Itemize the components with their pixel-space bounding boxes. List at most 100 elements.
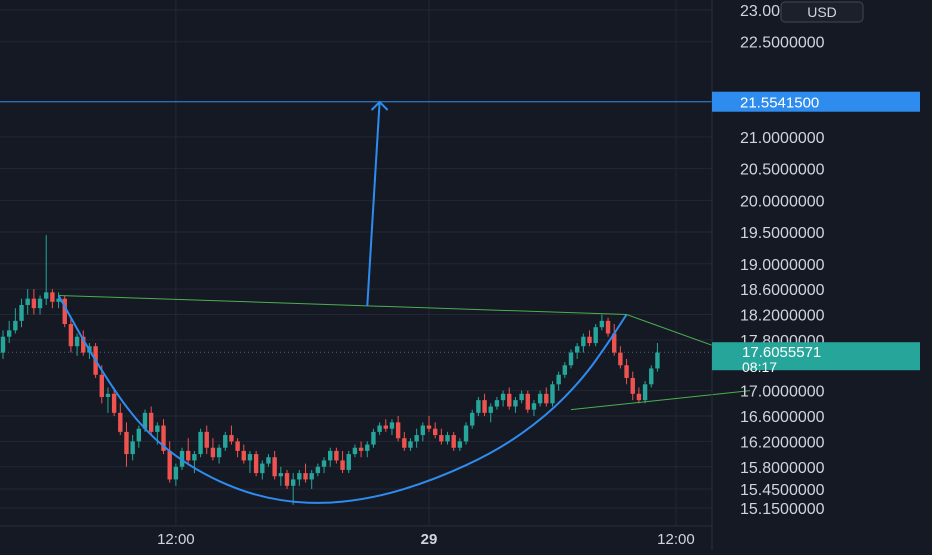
price-tick-label: 16.2000000 bbox=[740, 434, 825, 451]
pattern-drawings[interactable] bbox=[57, 100, 751, 504]
candle-body bbox=[507, 393, 512, 407]
candle-body bbox=[235, 441, 240, 451]
flag-lower-trendline bbox=[570, 390, 751, 411]
candle-body bbox=[161, 425, 166, 451]
candle-body bbox=[426, 425, 432, 429]
candle-body bbox=[19, 304, 24, 321]
cup-curve bbox=[57, 294, 628, 504]
candle-body bbox=[500, 393, 506, 401]
target-price-label: 21.5541500 bbox=[740, 95, 819, 112]
currency-button-box[interactable] bbox=[780, 1, 864, 23]
candle-body bbox=[241, 450, 246, 461]
price-line-layer bbox=[0, 101, 712, 353]
bar-countdown-label: 08:17 bbox=[742, 359, 777, 375]
candle-body bbox=[624, 365, 629, 378]
candle-body bbox=[358, 447, 364, 451]
candle-body bbox=[377, 425, 382, 432]
candle-body bbox=[457, 441, 463, 448]
candle-body bbox=[223, 435, 228, 448]
candle-body bbox=[99, 374, 104, 397]
candle-body bbox=[50, 292, 55, 302]
candle-body bbox=[37, 298, 43, 309]
candle-body bbox=[655, 352, 660, 369]
candle-body bbox=[173, 466, 179, 480]
current-price-badge: 17.6055571 08:17 bbox=[712, 342, 920, 375]
price-tick-label: 22.5000000 bbox=[740, 35, 825, 52]
candle-body bbox=[6, 330, 12, 337]
target-arrow-head bbox=[370, 100, 389, 111]
candle-body bbox=[216, 447, 222, 458]
candle-body bbox=[124, 431, 129, 455]
candle-body bbox=[155, 425, 160, 432]
candle-body bbox=[105, 393, 111, 397]
time-axis[interactable]: 12:00 29 12:00 bbox=[157, 531, 695, 548]
candle-body bbox=[25, 298, 30, 305]
candle-body bbox=[649, 368, 654, 385]
candle-body bbox=[414, 435, 419, 442]
candle-body bbox=[290, 479, 296, 486]
candle-body bbox=[260, 463, 265, 474]
price-tick-label: 20.5000000 bbox=[740, 162, 825, 179]
candle-body bbox=[167, 450, 172, 480]
candle-body bbox=[525, 393, 530, 410]
price-tick-label: 20.0000000 bbox=[740, 193, 825, 210]
candle-body bbox=[581, 336, 586, 347]
candle-body bbox=[389, 422, 395, 429]
candle-body bbox=[272, 457, 277, 477]
price-tick-label: 19.5000000 bbox=[740, 225, 825, 242]
candle-body bbox=[531, 403, 537, 410]
candle-body bbox=[136, 428, 142, 442]
candle-body bbox=[352, 447, 358, 455]
candle-body bbox=[74, 336, 80, 347]
candle-body bbox=[303, 473, 308, 480]
candle-body bbox=[587, 336, 592, 344]
price-tick-label: 15.4500000 bbox=[740, 482, 825, 499]
time-tick-label: 12:00 bbox=[157, 531, 195, 548]
candle-body bbox=[179, 450, 185, 467]
candle-body bbox=[334, 450, 339, 461]
price-tick-label: 19.0000000 bbox=[740, 257, 825, 274]
candle-body bbox=[395, 422, 401, 439]
price-tick-label: 17.0000000 bbox=[740, 384, 825, 401]
time-tick-label: 12:00 bbox=[657, 531, 695, 548]
currency-label[interactable]: USD bbox=[807, 4, 837, 20]
candle-body bbox=[476, 400, 481, 413]
candle-body bbox=[210, 447, 216, 458]
candle-body bbox=[118, 412, 123, 432]
price-tick-label: 21.0000000 bbox=[740, 130, 825, 147]
candle-body bbox=[284, 473, 290, 486]
current-price-label: 17.6055571 bbox=[742, 344, 821, 361]
currency-button[interactable]: USD bbox=[780, 1, 864, 23]
candle-body bbox=[420, 425, 426, 436]
candle-body bbox=[328, 450, 333, 461]
price-tick-label: 18.2000000 bbox=[740, 308, 825, 325]
candle-body bbox=[605, 320, 611, 334]
candle-body bbox=[111, 393, 117, 413]
candle-body bbox=[148, 412, 154, 432]
candle-body bbox=[636, 393, 642, 401]
candle-body bbox=[402, 438, 407, 448]
candle-body bbox=[204, 431, 209, 448]
candle-body bbox=[44, 292, 49, 299]
candle-body bbox=[630, 377, 635, 394]
candle-body bbox=[463, 425, 469, 442]
candle-body bbox=[315, 466, 321, 474]
candle-body bbox=[278, 473, 284, 477]
candle-body bbox=[56, 298, 61, 302]
candle-body bbox=[568, 352, 574, 366]
candle-body bbox=[451, 435, 456, 448]
candle-body bbox=[470, 412, 475, 426]
candle-body bbox=[513, 400, 518, 407]
neckline-trendline bbox=[58, 294, 627, 316]
candle-body bbox=[371, 431, 376, 445]
candle-body bbox=[130, 441, 135, 455]
target-price-badge-box bbox=[712, 91, 920, 112]
candle-body bbox=[593, 327, 598, 344]
candle-body bbox=[266, 457, 271, 464]
time-tick-label: 29 bbox=[421, 531, 438, 548]
candle-body bbox=[297, 473, 302, 480]
candle-body bbox=[642, 384, 648, 401]
